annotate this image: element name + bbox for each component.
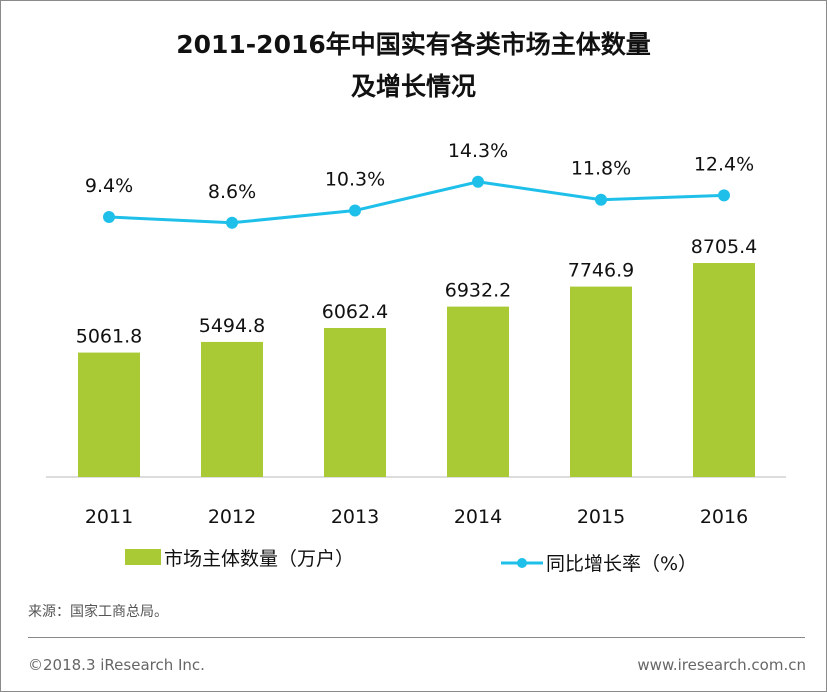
bar	[570, 286, 632, 477]
bar-data-label: 8705.4	[691, 236, 757, 258]
chart-title-line1: 2011-2016年中国实有各类市场主体数量	[176, 30, 651, 59]
growth-point	[472, 175, 484, 188]
x-tick-label: 2014	[454, 506, 502, 528]
growth-data-label: 14.3%	[448, 140, 508, 162]
bar	[324, 327, 386, 477]
growth-data-label: 12.4%	[694, 153, 754, 175]
growth-data-label: 10.3%	[325, 169, 385, 191]
growth-point	[595, 193, 607, 206]
x-tick-label: 2012	[208, 506, 256, 528]
legend-bar-label: 市场主体数量（万户）	[164, 548, 355, 570]
bar	[78, 352, 140, 477]
growth-data-label: 9.4%	[85, 175, 133, 197]
bar	[201, 341, 263, 477]
x-tick-label: 2013	[331, 506, 379, 528]
website: www.iresearch.com.cn	[637, 656, 806, 674]
divider	[28, 637, 805, 638]
bar-data-label: 5061.8	[76, 326, 142, 348]
bar-data-label: 6932.2	[445, 280, 511, 302]
chart-title-line2: 及增长情况	[350, 72, 476, 101]
legend-line-label: 同比增长率（%）	[546, 553, 698, 575]
x-tick-label: 2011	[85, 506, 133, 528]
bar	[693, 263, 755, 477]
bar	[447, 306, 509, 477]
source-note: 来源：国家工商总局。	[28, 604, 168, 620]
growth-data-label: 8.6%	[208, 181, 256, 203]
bar-data-label: 6062.4	[322, 301, 388, 323]
growth-data-label: 11.8%	[571, 158, 631, 180]
chart-plot: 5061.8 2011 5494.8 2012 6062.4 2013 6932.2 2014…	[46, 140, 786, 528]
growth-point	[718, 189, 730, 202]
bar-data-label: 5494.8	[199, 315, 265, 337]
growth-point	[103, 211, 115, 223]
growth-line	[108, 180, 725, 225]
x-tick-label: 2016	[700, 506, 748, 528]
legend-bar-swatch	[125, 549, 161, 565]
growth-point	[226, 216, 238, 229]
copyright: ©2018.3 iResearch Inc.	[28, 656, 205, 674]
x-tick-label: 2015	[577, 506, 625, 528]
growth-point	[349, 204, 361, 217]
bar-data-label: 7746.9	[568, 260, 634, 282]
